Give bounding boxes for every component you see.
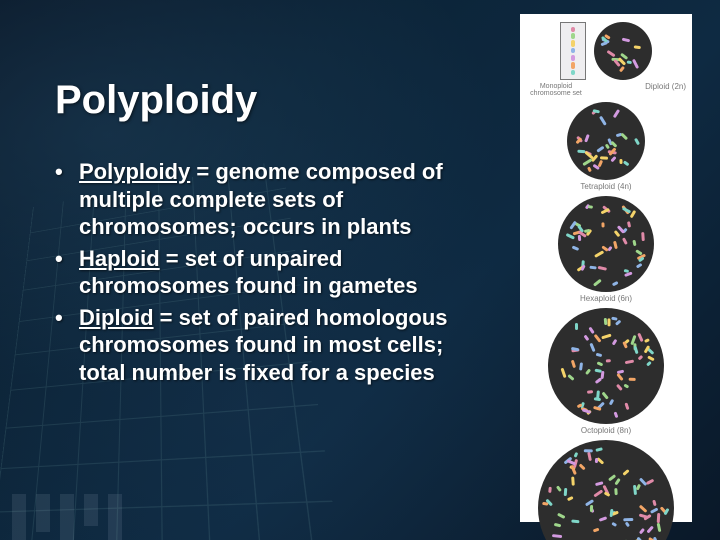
ploidy-cell bbox=[567, 102, 645, 180]
figure-row bbox=[526, 440, 686, 540]
cell-label: Tetraploid (4n) bbox=[580, 183, 631, 191]
bullet-item: • Haploid = set of unpaired chromosomes … bbox=[55, 245, 485, 300]
monoploid-label: Monoploid chromosome set bbox=[526, 83, 586, 97]
bar bbox=[12, 494, 26, 540]
ploidy-cell bbox=[548, 308, 664, 424]
figure-row bbox=[526, 196, 686, 292]
slide-title: Polyploidy bbox=[55, 78, 257, 123]
ploidy-cell bbox=[538, 440, 674, 540]
bullet-dot: • bbox=[55, 304, 79, 387]
bullet-dot: • bbox=[55, 158, 79, 241]
ploidy-cell bbox=[594, 22, 652, 80]
cell-label: Hexaploid (6n) bbox=[580, 295, 632, 303]
cell-label: Octoploid (8n) bbox=[581, 427, 631, 435]
term: Haploid bbox=[79, 246, 160, 271]
ploidy-figure: Monoploid chromosome set Diploid (2n) Tetr… bbox=[520, 14, 692, 522]
figure-row bbox=[526, 102, 686, 180]
ploidy-cell bbox=[558, 196, 654, 292]
bullet-list: • Polyploidy = genome composed of multip… bbox=[55, 158, 485, 390]
bullet-item: • Diploid = set of paired homologous chr… bbox=[55, 304, 485, 387]
term: Diploid bbox=[79, 305, 154, 330]
figure-row bbox=[526, 22, 686, 80]
bullet-text: Haploid = set of unpaired chromosomes fo… bbox=[79, 245, 485, 300]
bullet-text: Diploid = set of paired homologous chrom… bbox=[79, 304, 485, 387]
bar bbox=[108, 494, 122, 540]
decorative-bars bbox=[12, 494, 122, 540]
bar bbox=[60, 494, 74, 540]
bullet-text: Polyploidy = genome composed of multiple… bbox=[79, 158, 485, 241]
monoploid-box bbox=[560, 22, 586, 80]
term: Polyploidy bbox=[79, 159, 190, 184]
bullet-item: • Polyploidy = genome composed of multip… bbox=[55, 158, 485, 241]
bullet-dot: • bbox=[55, 245, 79, 300]
figure-row bbox=[526, 308, 686, 424]
bar bbox=[36, 494, 50, 532]
slide: Polyploidy • Polyploidy = genome compose… bbox=[0, 0, 720, 540]
bar bbox=[84, 494, 98, 526]
figure-label-row: Monoploid chromosome set Diploid (2n) bbox=[526, 83, 686, 97]
cell-label: Diploid (2n) bbox=[645, 83, 686, 97]
